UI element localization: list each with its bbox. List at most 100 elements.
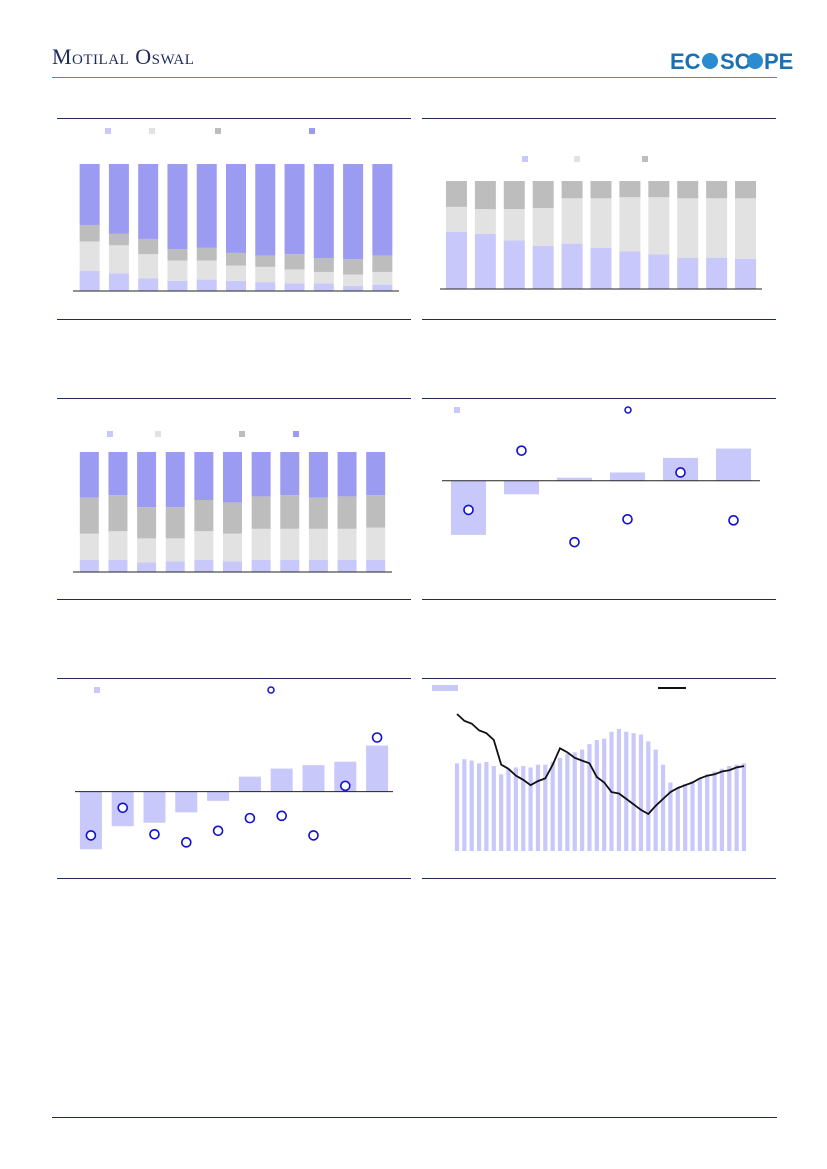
bar-segment xyxy=(561,198,583,244)
bar-segment xyxy=(79,241,100,271)
stacked-bar-chart-share-c xyxy=(73,431,392,573)
panel-rule xyxy=(422,319,776,320)
bar xyxy=(143,791,166,823)
panel-top-left xyxy=(57,118,411,119)
bar-segment xyxy=(503,240,525,289)
bar xyxy=(646,741,651,851)
legend-swatch xyxy=(522,156,528,162)
bar-segment xyxy=(619,197,641,252)
bar-segment xyxy=(337,560,357,572)
bar-segment xyxy=(165,561,185,572)
bar-segment xyxy=(343,259,364,275)
bar-segment xyxy=(677,198,699,258)
bar-segment xyxy=(108,531,128,560)
legend-swatch xyxy=(149,128,155,134)
brand-name: Motilal Oswal xyxy=(52,44,195,69)
bar-segment xyxy=(343,285,364,291)
bar xyxy=(602,738,607,851)
bar xyxy=(572,752,577,851)
bar-segment xyxy=(561,243,583,289)
bar xyxy=(712,771,717,851)
bar-segment xyxy=(165,452,185,508)
bar xyxy=(550,761,555,851)
bar xyxy=(638,734,644,851)
bar-segment xyxy=(677,181,699,199)
bar-segment xyxy=(196,164,217,248)
bar xyxy=(660,764,666,851)
bar-segment xyxy=(308,497,328,529)
bar xyxy=(697,778,702,851)
bar xyxy=(499,774,504,851)
legend-swatch xyxy=(454,407,460,413)
panel-rule xyxy=(57,878,411,879)
bar-segment xyxy=(226,164,246,253)
bar-segment xyxy=(474,181,496,210)
legend-swatch xyxy=(293,431,299,437)
bar-segment xyxy=(313,257,334,272)
bar-segment xyxy=(532,208,554,246)
panel-top-right xyxy=(422,118,776,119)
bar-segment xyxy=(194,500,214,532)
bar-segment xyxy=(223,502,242,534)
bar-segment xyxy=(79,164,100,225)
bar-segment xyxy=(79,270,100,291)
bar-segment xyxy=(79,452,99,498)
bar-segment xyxy=(251,528,271,560)
bar xyxy=(79,791,102,850)
bar xyxy=(557,757,563,851)
bar xyxy=(484,761,489,851)
legend-swatch xyxy=(574,156,580,162)
legend-marker xyxy=(267,686,275,694)
panel-rule xyxy=(422,599,776,600)
bar xyxy=(491,766,496,851)
legend-swatch xyxy=(215,128,221,134)
bar xyxy=(557,477,592,481)
bar-segment xyxy=(308,452,328,498)
legend-swatch xyxy=(94,687,100,693)
bar-segment xyxy=(706,257,728,289)
legend-swatch xyxy=(309,128,315,134)
bar-segment xyxy=(648,181,670,198)
bar-segment xyxy=(79,533,99,560)
bar-segment xyxy=(280,528,300,560)
legend-marker xyxy=(624,406,632,414)
panel-mid-right xyxy=(422,398,776,399)
bar-segment xyxy=(108,233,129,246)
bar-segment xyxy=(366,527,386,560)
data-marker xyxy=(244,812,256,824)
bar-segment xyxy=(503,209,525,241)
legend-swatch xyxy=(105,128,111,134)
panel-bot-right xyxy=(422,678,776,679)
bar-segment xyxy=(194,531,214,560)
bar-segment xyxy=(677,257,699,289)
bar-segment xyxy=(343,164,364,260)
bar-segment xyxy=(79,224,100,242)
bar-segment xyxy=(561,181,583,199)
bar-segment xyxy=(137,562,157,572)
data-marker xyxy=(728,515,739,526)
bar-segment xyxy=(108,452,128,496)
bar-segment xyxy=(194,560,214,572)
bar xyxy=(719,768,725,851)
data-marker xyxy=(276,810,287,822)
bar-segment xyxy=(251,452,271,497)
bar-segment xyxy=(137,538,157,563)
bar-segment xyxy=(366,452,386,496)
bar-segment xyxy=(255,255,276,267)
bar xyxy=(653,749,658,851)
bar-segment xyxy=(79,560,99,572)
svg-text:PE: PE xyxy=(764,49,793,74)
bar-segment xyxy=(108,164,129,234)
header-rule xyxy=(52,77,777,78)
bar xyxy=(580,749,585,851)
data-marker xyxy=(181,837,192,848)
bar-segment xyxy=(343,274,364,286)
bar-segment xyxy=(196,247,217,261)
bar-segment xyxy=(366,495,386,528)
bar-segment xyxy=(372,284,393,291)
bar xyxy=(504,480,539,495)
data-marker xyxy=(569,536,580,548)
bar-segment xyxy=(590,247,612,289)
bar-segment xyxy=(138,164,159,239)
bar-segment xyxy=(165,507,185,539)
